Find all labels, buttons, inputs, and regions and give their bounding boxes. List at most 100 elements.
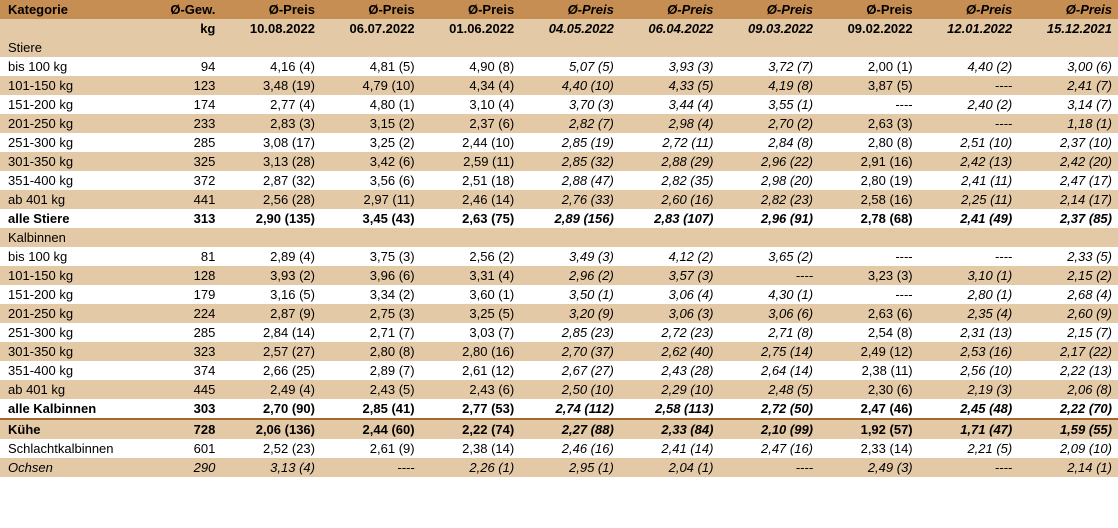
cell: 2,59 (11) (421, 152, 521, 171)
cell: 101-150 kg (0, 76, 141, 95)
table-row: bis 100 kg812,89 (4)3,75 (3)2,56 (2)3,49… (0, 247, 1118, 266)
cell: 3,13 (28) (221, 152, 321, 171)
table-row: Kühe7282,06 (136)2,44 (60)2,22 (74)2,27 … (0, 419, 1118, 439)
cell: Kalbinnen (0, 228, 141, 247)
table-row: 151-200 kg1742,77 (4)4,80 (1)3,10 (4)3,7… (0, 95, 1118, 114)
cell: 2,63 (75) (421, 209, 521, 228)
cell: 2,49 (12) (819, 342, 919, 361)
cell: alle Kalbinnen (0, 399, 141, 419)
cell: 3,60 (1) (421, 285, 521, 304)
cell: 2,42 (20) (1018, 152, 1118, 171)
cell: 3,06 (6) (719, 304, 819, 323)
cell: 2,04 (1) (620, 458, 720, 477)
cell: 3,34 (2) (321, 285, 421, 304)
cell (321, 228, 421, 247)
cell: 2,72 (23) (620, 323, 720, 342)
cell: 2,82 (7) (520, 114, 620, 133)
cell: 2,09 (10) (1018, 439, 1118, 458)
cell: 4,40 (10) (520, 76, 620, 95)
hdr-price-6: Ø-Preis (819, 0, 919, 19)
table-row: 251-300 kg2852,84 (14)2,71 (7)3,03 (7)2,… (0, 323, 1118, 342)
cell: 101-150 kg (0, 266, 141, 285)
cell: 3,23 (3) (819, 266, 919, 285)
cell: 3,42 (6) (321, 152, 421, 171)
cell: 2,80 (8) (819, 133, 919, 152)
cell: 3,00 (6) (1018, 57, 1118, 76)
table-row: 351-400 kg3722,87 (32)3,56 (6)2,51 (18)2… (0, 171, 1118, 190)
cell: 2,54 (8) (819, 323, 919, 342)
cell: 2,75 (14) (719, 342, 819, 361)
cell: 2,31 (13) (919, 323, 1019, 342)
cell: 2,58 (16) (819, 190, 919, 209)
cell: 2,77 (53) (421, 399, 521, 419)
cell: 3,56 (6) (321, 171, 421, 190)
cell: 2,47 (46) (819, 399, 919, 419)
table-row: bis 100 kg944,16 (4)4,81 (5)4,90 (8)5,07… (0, 57, 1118, 76)
cell: 2,51 (18) (421, 171, 521, 190)
cell: 313 (141, 209, 222, 228)
table-row: 301-350 kg3253,13 (28)3,42 (6)2,59 (11)2… (0, 152, 1118, 171)
cell: 2,52 (23) (221, 439, 321, 458)
cell: 351-400 kg (0, 361, 141, 380)
cell: 2,70 (37) (520, 342, 620, 361)
cell: 2,06 (8) (1018, 380, 1118, 399)
cell: 2,56 (10) (919, 361, 1019, 380)
cell: 151-200 kg (0, 95, 141, 114)
cell: 2,61 (9) (321, 439, 421, 458)
cell: 3,10 (1) (919, 266, 1019, 285)
cell: 2,95 (1) (520, 458, 620, 477)
cell: 151-200 kg (0, 285, 141, 304)
cell: 251-300 kg (0, 323, 141, 342)
cell: 325 (141, 152, 222, 171)
table-row: Stiere (0, 38, 1118, 57)
cell: 174 (141, 95, 222, 114)
cell: 2,37 (6) (421, 114, 521, 133)
cell: 2,85 (41) (321, 399, 421, 419)
cell: 2,71 (8) (719, 323, 819, 342)
cell: 2,66 (25) (221, 361, 321, 380)
cell: 3,96 (6) (321, 266, 421, 285)
cell: 2,15 (2) (1018, 266, 1118, 285)
table-row: 151-200 kg1793,16 (5)3,34 (2)3,60 (1)3,5… (0, 285, 1118, 304)
cell: 3,10 (4) (421, 95, 521, 114)
cell: 2,85 (32) (520, 152, 620, 171)
cell: 2,78 (68) (819, 209, 919, 228)
cell: 2,98 (4) (620, 114, 720, 133)
cell: 2,41 (11) (919, 171, 1019, 190)
cell: 94 (141, 57, 222, 76)
cell: 224 (141, 304, 222, 323)
cell: bis 100 kg (0, 57, 141, 76)
cell: 2,49 (4) (221, 380, 321, 399)
cell: 2,06 (136) (221, 419, 321, 439)
cell: ---- (719, 458, 819, 477)
cell: 81 (141, 247, 222, 266)
cell: Ochsen (0, 458, 141, 477)
table-row: Ochsen2903,13 (4)----2,26 (1)2,95 (1)2,0… (0, 458, 1118, 477)
table-row: 251-300 kg2853,08 (17)3,25 (2)2,44 (10)2… (0, 133, 1118, 152)
cell: 2,68 (4) (1018, 285, 1118, 304)
cell: 601 (141, 439, 222, 458)
cell: 323 (141, 342, 222, 361)
cell: 3,25 (2) (321, 133, 421, 152)
cell: 2,46 (14) (421, 190, 521, 209)
cell: 2,61 (12) (421, 361, 521, 380)
cell: 303 (141, 399, 222, 419)
cell: 4,40 (2) (919, 57, 1019, 76)
cell: 2,14 (17) (1018, 190, 1118, 209)
cell: 2,51 (10) (919, 133, 1019, 152)
hdr2-date-2: 01.06.2022 (421, 19, 521, 38)
cell: 2,00 (1) (819, 57, 919, 76)
cell: 2,14 (1) (1018, 458, 1118, 477)
cell: 2,90 (135) (221, 209, 321, 228)
cell: 2,75 (3) (321, 304, 421, 323)
cell (321, 38, 421, 57)
cell (421, 228, 521, 247)
cell: 2,43 (5) (321, 380, 421, 399)
hdr-category: Kategorie (0, 0, 141, 19)
cell: 2,56 (28) (221, 190, 321, 209)
hdr2-weight: kg (141, 19, 222, 38)
table-row: 201-250 kg2242,87 (9)2,75 (3)3,25 (5)3,2… (0, 304, 1118, 323)
cell: 2,38 (11) (819, 361, 919, 380)
cell: 2,84 (8) (719, 133, 819, 152)
cell: ab 401 kg (0, 190, 141, 209)
